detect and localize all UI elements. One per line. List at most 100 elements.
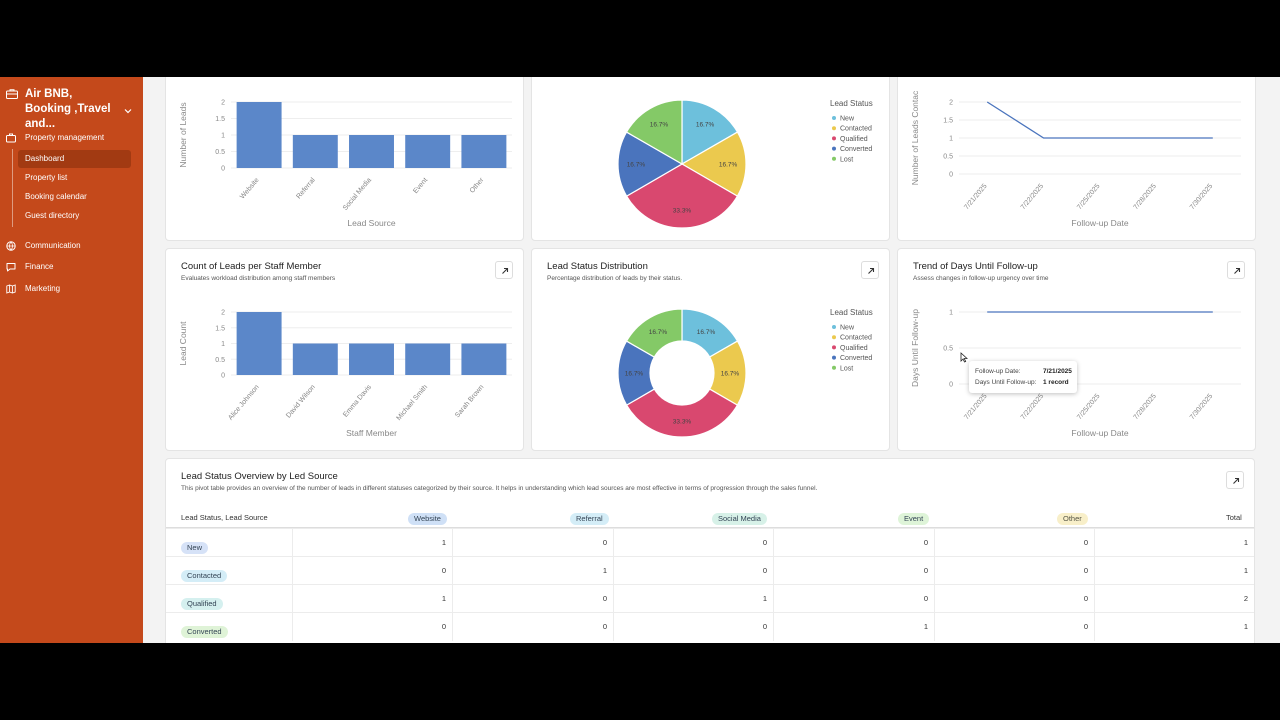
- table-cell: 1: [452, 557, 613, 585]
- lead-status-pie-chart: 16.7% 16.7% 33.3% 16.7% 16.7% Lead Status New C…: [617, 99, 873, 229]
- pie-slice: [625, 163, 739, 229]
- y-tick-label: 1: [221, 133, 225, 140]
- x-tick-label: 7/25/2025: [1076, 393, 1101, 421]
- x-axis-label: Lead Source: [347, 218, 395, 228]
- nav-divider: [12, 149, 13, 227]
- y-tick-label: 0: [221, 373, 225, 380]
- nav-label: Finance: [25, 262, 54, 271]
- column-header-website[interactable]: Website: [408, 513, 447, 525]
- y-tick-label: 0.5: [943, 346, 953, 353]
- status-badge: Contacted: [181, 570, 228, 582]
- x-tick-label: Emma Davis: [342, 383, 373, 418]
- leads-contacted-line-chart: 2 1.5 1 0.5 0 7/21/2025 7/22/2025 7/25/2025 7/28…: [910, 90, 1241, 228]
- column-header-other[interactable]: Other: [1057, 513, 1088, 525]
- x-tick-label: 7/21/2025: [963, 393, 988, 421]
- row-status-cell: New: [181, 537, 209, 555]
- legend-item: New: [840, 116, 855, 123]
- nav-property-management[interactable]: Property management: [6, 130, 104, 146]
- x-tick-label: Social Media: [342, 177, 373, 212]
- table-cell: 0: [934, 585, 1094, 613]
- x-tick-label: 7/22/2025: [1020, 183, 1045, 211]
- y-axis-label: Number of Leads Contac: [910, 90, 920, 185]
- x-tick-label: Alice Johnson: [227, 384, 260, 422]
- series-line: [986, 101, 1213, 139]
- table-cell: 0: [613, 529, 773, 557]
- table-cell: 0: [773, 557, 934, 585]
- table-cell: 1: [292, 585, 452, 613]
- bar: [461, 343, 507, 375]
- y-tick-label: 1: [949, 136, 953, 143]
- legend-title: Lead Status: [830, 99, 873, 108]
- nav-item-property-list[interactable]: Property list: [25, 173, 68, 182]
- globe-icon: [6, 241, 16, 251]
- expand-button[interactable]: [495, 261, 513, 279]
- legend-swatch: [832, 365, 836, 370]
- card-subtitle: Percentage distribution of leads by thei…: [547, 275, 683, 282]
- column-header-social-media[interactable]: Social Media: [712, 513, 767, 525]
- column-header-referral[interactable]: Referral: [570, 513, 609, 525]
- mouse-cursor-icon: [960, 352, 968, 363]
- card-title: Count of Leads per Staff Member: [181, 261, 322, 272]
- expand-button[interactable]: [1226, 471, 1244, 489]
- pie-slice: [625, 99, 683, 166]
- y-tick-label: 1.5: [215, 325, 225, 332]
- table-cell: 0: [773, 585, 934, 613]
- x-tick-label: 7/30/2025: [1189, 183, 1214, 211]
- table-cell: 0: [292, 613, 452, 641]
- table-cell: 1: [292, 529, 452, 557]
- chevron-down-icon[interactable]: [124, 107, 132, 115]
- slice-label: 16.7%: [697, 329, 716, 336]
- column-header-event[interactable]: Event: [898, 513, 930, 525]
- x-tick-label: David Wilson: [285, 384, 317, 420]
- lead-status-distribution-card: Lead Status Distribution Percentage dist…: [531, 248, 890, 451]
- legend-title: Lead Status: [830, 308, 873, 317]
- x-axis-label: Follow-up Date: [1071, 428, 1128, 438]
- bar: [349, 135, 394, 168]
- table-cell: 0: [934, 557, 1094, 585]
- slice-label: 16.7%: [650, 122, 669, 129]
- slice-label: 33.3%: [673, 419, 692, 426]
- expand-button[interactable]: [1227, 261, 1245, 279]
- legend-swatch: [832, 146, 836, 151]
- nav-item-booking-calendar[interactable]: Booking calendar: [25, 192, 87, 201]
- expand-button[interactable]: [861, 261, 879, 279]
- legend-item: Converted: [840, 355, 872, 362]
- lead-status-pie-card: 16.7% 16.7% 33.3% 16.7% 16.7% Lead Status New C…: [531, 77, 890, 241]
- nav-marketing[interactable]: Marketing: [6, 281, 60, 297]
- x-axis-label: Staff Member: [346, 428, 397, 438]
- table-row: Contacted 0 1 0 0 0 1: [166, 556, 1254, 585]
- nav-finance[interactable]: Finance: [6, 259, 53, 275]
- leads-contacted-trend-card: 2 1.5 1 0.5 0 7/21/2025 7/22/2025 7/25/2025 7/28…: [897, 77, 1256, 241]
- tooltip-days-value: 1 record: [1043, 379, 1069, 386]
- legend-swatch: [832, 355, 836, 360]
- y-axis-label: Lead Count: [178, 321, 188, 366]
- table-cell: 0: [452, 585, 613, 613]
- nav-communication[interactable]: Communication: [6, 238, 81, 254]
- legend-swatch: [832, 325, 836, 329]
- x-tick-label: Other: [469, 176, 486, 194]
- y-tick-label: 0.5: [215, 149, 225, 156]
- table-cell: 0: [613, 557, 773, 585]
- nav-item-guest-directory[interactable]: Guest directory: [25, 211, 80, 220]
- card-subtitle: This pivot table provides an overview of…: [181, 485, 818, 492]
- lead-status-donut-chart: 16.7% 16.7% 33.3% 16.7% 16.7% Lead Status New C…: [617, 308, 873, 438]
- nav-label: Marketing: [25, 284, 61, 293]
- y-axis-label: Number of Leads: [178, 102, 188, 167]
- nav-item-dashboard[interactable]: Dashboard: [25, 154, 65, 163]
- staff-leads-card: Count of Leads per Staff Member Evaluate…: [165, 248, 524, 451]
- pie-slice: [680, 131, 747, 197]
- pivot-table-card: Lead Status Overview by Led Source This …: [165, 458, 1255, 643]
- legend-item: Converted: [840, 146, 872, 153]
- y-tick-label: 1.5: [943, 118, 953, 125]
- tooltip-days-label: Days Until Follow-up:: [975, 379, 1037, 386]
- table-cell: 0: [452, 613, 613, 641]
- x-tick-label: 7/22/2025: [1020, 393, 1045, 421]
- chart-tooltip: Follow-up Date: 7/21/2025 Days Until Fol…: [969, 361, 1077, 393]
- x-axis-label: Follow-up Date: [1071, 218, 1128, 228]
- y-tick-label: 2: [221, 100, 225, 107]
- legend-item: Lost: [840, 365, 853, 372]
- y-tick-label: 1: [949, 310, 953, 317]
- bar: [349, 343, 394, 375]
- row-total-cell: 2: [1094, 585, 1254, 613]
- chat-icon: [6, 263, 16, 272]
